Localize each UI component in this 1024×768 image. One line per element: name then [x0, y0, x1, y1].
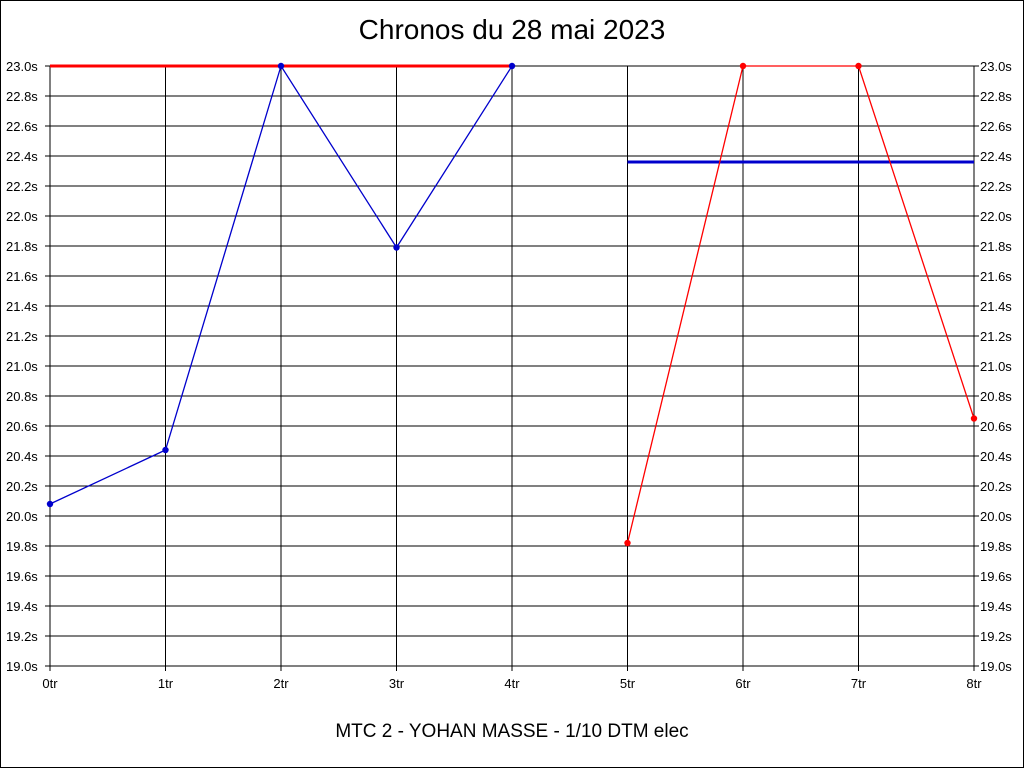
x-tick-label: 4tr	[504, 676, 520, 691]
y-tick-label-left: 21.8s	[6, 239, 38, 254]
x-tick-label: 0tr	[42, 676, 58, 691]
x-tick-label: 7tr	[851, 676, 867, 691]
x-tick-label: 1tr	[158, 676, 174, 691]
data-point	[393, 244, 400, 251]
y-tick-label-left: 19.8s	[6, 539, 38, 554]
y-tick-label-right: 22.4s	[980, 149, 1012, 164]
y-tick-label-right: 19.2s	[980, 629, 1012, 644]
data-point	[277, 62, 285, 70]
x-tick-label: 5tr	[620, 676, 636, 691]
y-tick-label-left: 21.6s	[6, 269, 38, 284]
y-tick-label-left: 20.2s	[6, 479, 38, 494]
y-tick-label-right: 19.4s	[980, 599, 1012, 614]
y-tick-label-right: 22.0s	[980, 209, 1012, 224]
y-tick-label-left: 22.8s	[6, 89, 38, 104]
y-tick-label-right: 21.6s	[980, 269, 1012, 284]
chart-grid	[49, 65, 975, 667]
x-tick-label: 8tr	[966, 676, 982, 691]
y-tick-label-right: 23.0s	[980, 59, 1012, 74]
y-tick-label-right: 20.2s	[980, 479, 1012, 494]
y-tick-label-right: 19.0s	[980, 659, 1012, 674]
y-tick-label-left: 20.6s	[6, 419, 38, 434]
y-tick-label-left: 19.4s	[6, 599, 38, 614]
y-tick-label-right: 19.8s	[980, 539, 1012, 554]
y-tick-label-left: 21.0s	[6, 359, 38, 374]
y-tick-label-left: 22.4s	[6, 149, 38, 164]
x-tick-label: 6tr	[735, 676, 751, 691]
y-tick-label-left: 23.0s	[6, 59, 38, 74]
data-point	[162, 446, 169, 454]
y-tick-label-right: 21.8s	[980, 239, 1012, 254]
y-tick-label-left: 19.0s	[6, 659, 38, 674]
data-point	[970, 415, 978, 422]
chart-title: Chronos du 28 mai 2023	[358, 14, 666, 45]
chart-subtitle: MTC 2 - YOHAN MASSE - 1/10 DTM elec	[335, 721, 689, 742]
y-tick-label-right: 21.0s	[980, 359, 1012, 374]
series-line	[626, 65, 975, 544]
y-tick-label-right: 20.4s	[980, 449, 1012, 464]
data-point	[855, 62, 862, 70]
y-tick-label-left: 19.6s	[6, 569, 38, 584]
y-tick-label-left: 21.4s	[6, 299, 38, 314]
y-tick-label-left: 22.2s	[6, 179, 38, 194]
y-tick-label-right: 22.6s	[980, 119, 1012, 134]
data-point	[739, 62, 747, 70]
y-tick-label-left: 19.2s	[6, 629, 38, 644]
tick-labels: 19.0s 19.0s 19.2s 19.2s 19.4s 19.4s 19.6s 19.6s…	[6, 59, 1012, 691]
y-tick-label-right: 21.4s	[980, 299, 1012, 314]
y-tick-label-left: 22.6s	[6, 119, 38, 134]
y-tick-label-left: 21.2s	[6, 329, 38, 344]
y-tick-label-right: 20.8s	[980, 389, 1012, 404]
y-tick-label-right: 19.6s	[980, 569, 1012, 584]
data-point	[508, 62, 516, 70]
x-tick-label: 3tr	[389, 676, 405, 691]
y-tick-label-right: 22.8s	[980, 89, 1012, 104]
y-tick-label-left: 20.4s	[6, 449, 38, 464]
series-lines	[46, 62, 978, 547]
y-tick-label-left: 20.0s	[6, 509, 38, 524]
y-tick-label-right: 21.2s	[980, 329, 1012, 344]
data-point	[624, 539, 631, 547]
data-point	[46, 500, 54, 508]
y-tick-label-left: 22.0s	[6, 209, 38, 224]
y-tick-label-right: 22.2s	[980, 179, 1012, 194]
y-tick-label-right: 20.6s	[980, 419, 1012, 434]
x-tick-label: 2tr	[273, 676, 289, 691]
y-tick-label-left: 20.8s	[6, 389, 38, 404]
y-tick-label-right: 20.0s	[980, 509, 1012, 524]
